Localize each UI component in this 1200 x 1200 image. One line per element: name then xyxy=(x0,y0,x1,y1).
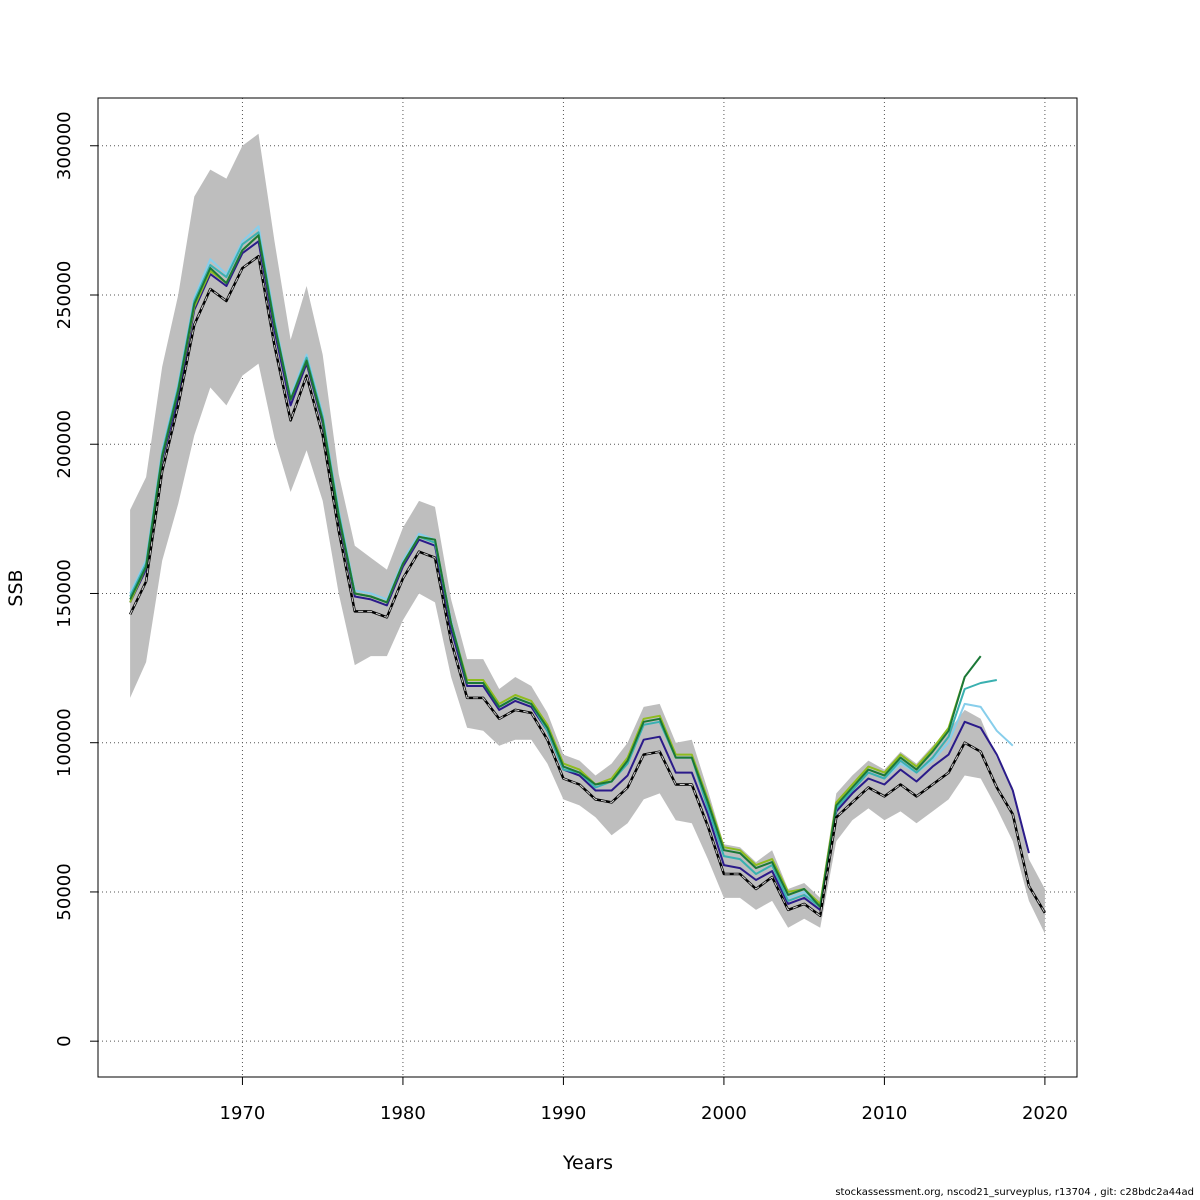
series-lines xyxy=(128,225,1046,918)
ssb-series-line-r2019 xyxy=(129,240,1030,911)
ssb-series-line-base-dash xyxy=(129,255,1046,917)
x-axis-title: Years xyxy=(562,1152,613,1174)
axes: 1970 1980 1990 2000 2010 2020 0 50000 100000 1500… xyxy=(54,111,1068,1124)
y-tick-label: 250000 xyxy=(54,261,75,330)
y-tick-label: 300000 xyxy=(54,111,75,180)
x-tick-label: 2010 xyxy=(862,1103,908,1124)
footer-note: stockassessment.org, nscod21_surveyplus,… xyxy=(835,1187,1194,1198)
y-tick-label: 100000 xyxy=(54,708,75,777)
y-axis-title: SSB xyxy=(5,569,27,606)
y-tick-label: 0 xyxy=(54,1035,75,1046)
x-tick-label: 2020 xyxy=(1022,1103,1068,1124)
y-tick-label: 200000 xyxy=(54,410,75,479)
plot-frame xyxy=(97,97,1078,1078)
x-tick-label: 1970 xyxy=(220,1103,266,1124)
x-tick-label: 1980 xyxy=(380,1103,426,1124)
y-tick-label: 50000 xyxy=(54,863,75,920)
ssb-series-line-r2016 xyxy=(129,234,982,908)
ssb-confidence-band xyxy=(130,133,1045,934)
y-tick-label: 150000 xyxy=(54,559,75,628)
confidence-band xyxy=(130,133,1045,934)
x-tick-label: 1990 xyxy=(541,1103,587,1124)
x-tick-label: 2000 xyxy=(701,1103,747,1124)
